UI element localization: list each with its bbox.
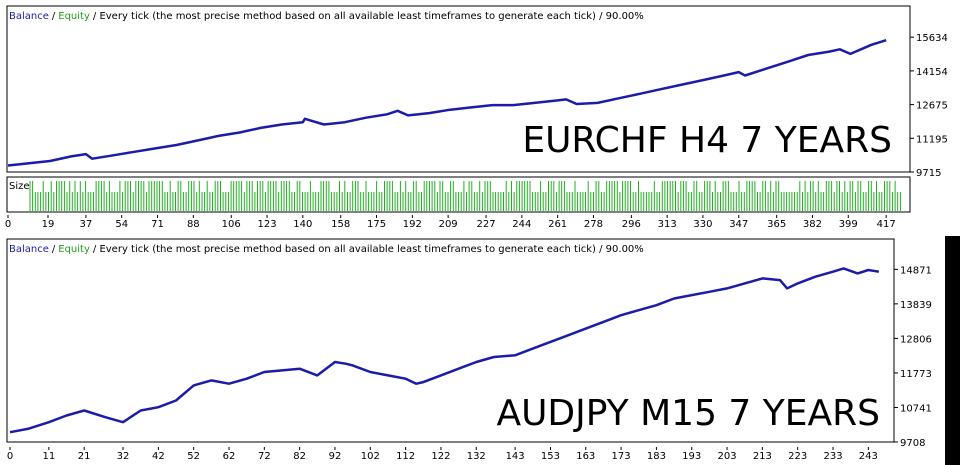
y-tick-label: 10741 — [900, 403, 932, 414]
x-tick-label: 72 — [258, 451, 271, 462]
y-tick-label: 15634 — [916, 33, 948, 44]
legend-method: / Every tick (the most precise method ba… — [93, 244, 644, 255]
y-tick-label: 13839 — [900, 300, 932, 311]
y-tick-label: 12806 — [900, 334, 932, 345]
x-tick-label: 123 — [257, 219, 276, 230]
chart-eurchf: Balance / Equity / Every tick (the most pre… — [5, 5, 948, 230]
legend-equity: Equity — [58, 244, 90, 255]
x-tick-label: 102 — [361, 451, 380, 462]
x-tick-label: 227 — [476, 219, 495, 230]
chart-2-main-frame — [6, 238, 895, 443]
x-tick-label: 175 — [367, 219, 386, 230]
x-tick-label: 143 — [506, 451, 525, 462]
y-tick-label: 11195 — [916, 134, 948, 145]
x-tick-label: 347 — [729, 219, 748, 230]
x-tick-label: 261 — [548, 219, 567, 230]
x-tick-label: 296 — [622, 219, 641, 230]
x-tick-label: 21 — [78, 451, 91, 462]
x-tick-label: 209 — [439, 219, 458, 230]
x-tick-label: 163 — [576, 451, 595, 462]
x-tick-label: 82 — [293, 451, 306, 462]
chart-2-header: Balance / Equity / Every tick (the most pre… — [9, 244, 644, 255]
y-tick-label: 14154 — [916, 67, 948, 78]
x-tick-label: 365 — [767, 219, 786, 230]
x-tick-label: 140 — [293, 219, 312, 230]
x-tick-label: 32 — [117, 451, 130, 462]
x-tick-label: 62 — [223, 451, 236, 462]
x-tick-label: 183 — [647, 451, 666, 462]
legend-separator: / — [52, 11, 56, 22]
chart-1-main-frame — [6, 5, 911, 173]
x-tick-label: 92 — [329, 451, 342, 462]
overlay-label-eurchf: EURCHF H4 7 YEARS — [522, 120, 892, 161]
x-tick-label: 173 — [612, 451, 631, 462]
x-tick-label: 158 — [331, 219, 350, 230]
x-tick-label: 330 — [693, 219, 712, 230]
x-tick-label: 203 — [718, 451, 737, 462]
chart-audjpy: Balance / Equity / Every tick (the most pre… — [6, 238, 932, 462]
y-tick-label: 12675 — [916, 101, 948, 112]
x-tick-label: 0 — [7, 451, 13, 462]
x-tick-label: 54 — [115, 219, 128, 230]
chart-2-x-axis: 0 11 21 32 42 52 62 72 82 92 102 112 122 132 143 153 163… — [7, 447, 878, 462]
x-tick-label: 37 — [80, 219, 93, 230]
x-tick-label: 243 — [859, 451, 878, 462]
x-tick-label: 382 — [803, 219, 822, 230]
x-tick-label: 313 — [658, 219, 677, 230]
legend-balance: Balance — [9, 244, 49, 255]
y-tick-label: 14871 — [900, 265, 932, 276]
y-tick-label: 11773 — [900, 369, 932, 380]
x-tick-label: 112 — [396, 451, 415, 462]
x-tick-label: 132 — [467, 451, 486, 462]
legend-method: / Every tick (the most precise method ba… — [93, 11, 644, 22]
y-tick-label: 9715 — [916, 168, 941, 179]
x-tick-label: 0 — [5, 219, 11, 230]
balance-line-eurchf — [7, 39, 887, 167]
chart-1-size-frame — [6, 176, 911, 213]
y-tick-label: 9708 — [900, 438, 925, 449]
chart-2-y-axis: 14871 13839 12806 11773 10741 9708 — [894, 265, 932, 449]
balance-line-audjpy — [9, 267, 880, 434]
legend-equity: Equity — [58, 11, 90, 22]
x-tick-label: 71 — [151, 219, 164, 230]
x-tick-label: 153 — [541, 451, 560, 462]
x-tick-label: 192 — [403, 219, 422, 230]
overlay-label-audjpy: AUDJPY M15 7 YEARS — [496, 393, 880, 434]
x-tick-label: 88 — [187, 219, 200, 230]
x-tick-label: 417 — [877, 219, 896, 230]
legend-separator: / — [52, 244, 56, 255]
x-tick-label: 399 — [839, 219, 858, 230]
right-edge-block — [945, 236, 960, 465]
chart-1-x-axis: 0 19 37 54 71 88 106 123 140 158 175 192 209 227 244 26… — [5, 215, 896, 230]
x-tick-label: 278 — [584, 219, 603, 230]
x-tick-label: 223 — [788, 451, 807, 462]
x-tick-label: 19 — [42, 219, 55, 230]
x-tick-label: 52 — [187, 451, 200, 462]
x-tick-label: 106 — [222, 219, 241, 230]
size-bars — [29, 181, 901, 211]
size-panel-label: Size — [9, 181, 30, 192]
x-tick-label: 11 — [42, 451, 55, 462]
x-tick-label: 233 — [823, 451, 842, 462]
x-tick-label: 193 — [682, 451, 701, 462]
x-tick-label: 244 — [512, 219, 531, 230]
chart-1-y-axis: 15634 14154 12675 11195 9715 — [910, 33, 948, 179]
x-tick-label: 213 — [753, 451, 772, 462]
chart-1-header: Balance / Equity / Every tick (the most pre… — [9, 11, 644, 22]
x-tick-label: 42 — [152, 451, 165, 462]
x-tick-label: 122 — [431, 451, 450, 462]
legend-balance: Balance — [9, 11, 49, 22]
